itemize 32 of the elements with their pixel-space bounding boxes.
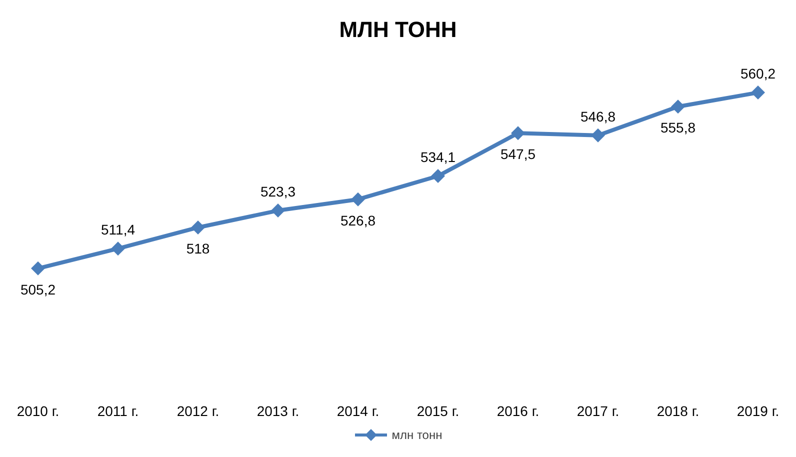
x-tick-label: 2012 г. (176, 402, 220, 419)
point (111, 242, 125, 256)
data-label: 518 (186, 240, 210, 256)
data-label: 534,1 (420, 149, 456, 166)
data-label: 546,8 (580, 108, 616, 124)
data-label: 560,2 (740, 66, 776, 82)
x-tick-label: 2014 г. (336, 402, 380, 419)
point (271, 204, 285, 218)
legend-label: млн тонн (392, 428, 442, 442)
data-label: 511,4 (101, 222, 136, 238)
point (751, 86, 765, 100)
data-label: 526,8 (340, 212, 376, 228)
x-tick-label: 2011 г. (97, 402, 139, 419)
point (191, 220, 205, 234)
point (591, 128, 605, 142)
point (511, 126, 525, 140)
x-tick-label: 2010 г. (16, 402, 60, 419)
point (351, 192, 365, 206)
point (671, 100, 685, 114)
data-label: 523,3 (260, 184, 296, 200)
point (31, 261, 45, 276)
x-tick-label: 2018 г. (656, 402, 700, 419)
point (431, 169, 445, 184)
data-label: 505,2 (20, 281, 56, 298)
x-tick-label: 2013 г. (256, 402, 300, 419)
chart-title: МЛН ТОНН (338, 16, 458, 44)
x-tick-label: 2016 г. (496, 402, 540, 419)
data-label: 555,8 (660, 120, 696, 136)
data-label: 547,5 (500, 146, 536, 162)
x-tick-label: 2017 г. (576, 402, 620, 419)
x-tick-label: 2019 г. (736, 402, 780, 419)
x-tick-label: 2015 г. (416, 402, 460, 419)
